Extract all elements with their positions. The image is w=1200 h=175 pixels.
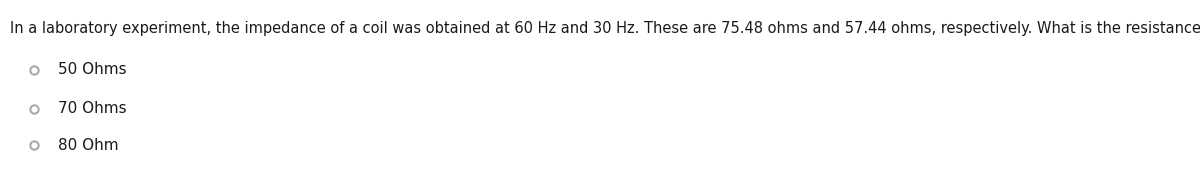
- Text: 50 Ohms: 50 Ohms: [58, 62, 126, 78]
- Text: 80 Ohm: 80 Ohm: [58, 138, 119, 153]
- Text: In a laboratory experiment, the impedance of a coil was obtained at 60 Hz and 30: In a laboratory experiment, the impedanc…: [10, 21, 1200, 36]
- Text: 70 Ohms: 70 Ohms: [58, 101, 126, 116]
